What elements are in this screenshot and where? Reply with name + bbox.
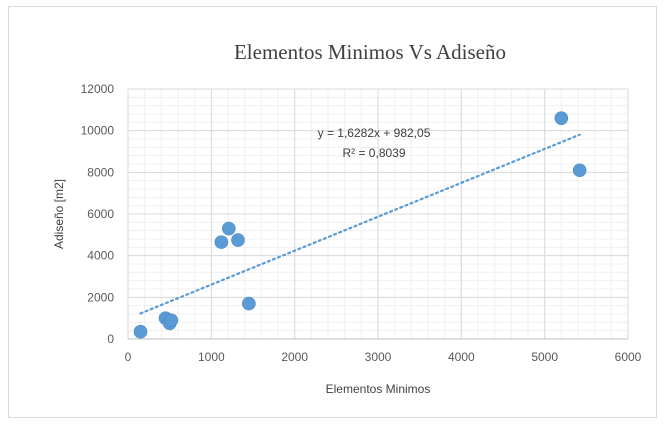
y-tick-label: 8000: [87, 165, 114, 179]
y-axis-label: Adiseño [m2]: [52, 179, 66, 249]
trendline-equation: y = 1,6282x + 982,05: [318, 126, 431, 140]
gridlines: [127, 88, 629, 340]
x-tick-label: 0: [125, 350, 132, 364]
x-tick-label: 6000: [615, 350, 642, 364]
chart-frame: [8, 6, 657, 418]
trendline: [139, 133, 581, 315]
x-tick-label: 3000: [365, 350, 392, 364]
x-tick-label: 2000: [281, 350, 308, 364]
data-points: [133, 111, 587, 339]
data-point: [164, 313, 179, 328]
y-tick-label: 0: [107, 332, 114, 346]
x-axis-ticks: 0 1000 2000 3000 4000 5000 6000: [125, 350, 642, 364]
x-tick-label: 1000: [198, 350, 225, 364]
trendline-r2: R² = 0,8039: [342, 146, 405, 160]
data-point: [214, 235, 229, 249]
y-tick-label: 12000: [81, 82, 115, 96]
y-tick-label: 4000: [87, 249, 114, 263]
x-tick-label: 4000: [448, 350, 475, 364]
y-tick-label: 2000: [87, 290, 114, 304]
data-point: [133, 324, 148, 339]
y-tick-label: 6000: [87, 207, 114, 221]
data-point: [222, 221, 236, 236]
data-point: [572, 163, 587, 178]
chart-title: Elementos Minimos Vs Adiseño: [234, 40, 506, 64]
data-point: [242, 296, 256, 311]
x-axis-label: Elementos Minimos: [326, 382, 431, 396]
trendline-path: [139, 133, 581, 315]
data-point: [231, 233, 245, 247]
y-tick-label: 10000: [81, 124, 115, 138]
data-point: [554, 111, 569, 125]
y-axis-ticks: 0 2000 4000 6000 8000 10000 12000: [81, 82, 115, 346]
x-tick-label: 5000: [531, 350, 558, 364]
